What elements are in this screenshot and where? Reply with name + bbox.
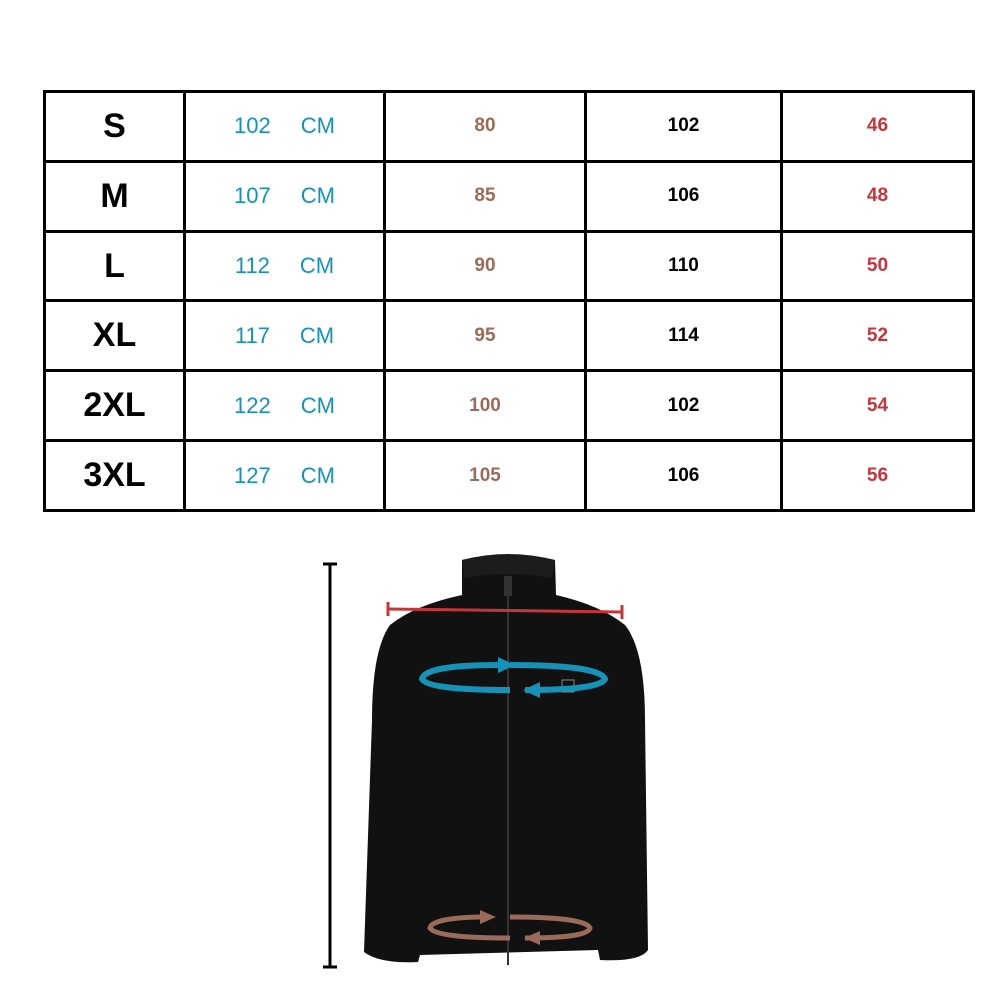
size-chart-table: S 102 CM 80 102 46 M 107 CM 85 106 48 L 11… (43, 90, 975, 512)
sleeve-value: 102 (584, 90, 783, 163)
shoulder-measure-line (386, 602, 624, 619)
size-row: 2XL 122 CM 100 102 54 (43, 369, 975, 443)
chest-value: 107 (234, 183, 271, 209)
size-label: S (43, 90, 186, 163)
chest-unit: CM (299, 253, 335, 279)
chest-value: 122 (234, 392, 271, 418)
sleeve-value: 102 (584, 369, 783, 443)
chest-value: 127 (234, 462, 271, 488)
chest-value: 112 (234, 253, 270, 279)
chest-cell: 122 CM (183, 369, 386, 443)
chest-cell: 117 CM (183, 299, 386, 373)
chest-cell: 107 CM (183, 159, 386, 233)
size-row: M 107 CM 85 106 48 (43, 159, 975, 233)
size-row: L 112 CM 90 110 50 (43, 229, 975, 303)
size-label: M (43, 159, 186, 233)
size-label: 2XL (43, 369, 186, 443)
jacket-image (364, 554, 648, 965)
length-value: 90 (383, 229, 587, 303)
shoulder-value: 48 (780, 159, 975, 233)
chest-unit: CM (300, 392, 335, 418)
length-value: 85 (383, 159, 587, 233)
sleeve-value: 114 (584, 299, 783, 373)
shoulder-value: 46 (780, 90, 975, 163)
shoulder-value: 54 (780, 369, 975, 443)
length-value: 105 (383, 439, 587, 512)
size-row: 3XL 127 CM 105 106 56 (43, 439, 975, 512)
shoulder-value: 52 (780, 299, 975, 373)
size-row: S 102 CM 80 102 46 (43, 90, 975, 163)
chest-cell: 112 CM (183, 229, 386, 303)
chest-unit: CM (300, 113, 335, 139)
chest-value: 102 (234, 113, 271, 139)
length-value: 80 (383, 90, 587, 163)
size-label: XL (43, 299, 186, 373)
length-value: 100 (383, 369, 587, 443)
length-value: 95 (383, 299, 587, 373)
size-label: 3XL (43, 439, 186, 512)
shoulder-value: 50 (780, 229, 975, 303)
jacket-measurement-illustration (323, 554, 648, 969)
chest-circumference-arrows (418, 657, 609, 698)
shoulder-value: 56 (780, 439, 975, 512)
chest-unit: CM (300, 462, 335, 488)
chest-unit: CM (299, 322, 335, 348)
chest-unit: CM (300, 183, 335, 209)
sleeve-value: 106 (584, 439, 783, 512)
sleeve-value: 106 (584, 159, 783, 233)
chest-cell: 102 CM (183, 90, 386, 163)
size-row: XL 117 CM 95 114 52 (43, 299, 975, 373)
sleeve-value: 110 (584, 229, 783, 303)
length-measure-line (323, 562, 337, 969)
chest-value: 117 (234, 322, 270, 348)
chest-cell: 127 CM (183, 439, 386, 512)
hem-circumference-arrows (427, 910, 593, 945)
size-label: L (43, 229, 186, 303)
